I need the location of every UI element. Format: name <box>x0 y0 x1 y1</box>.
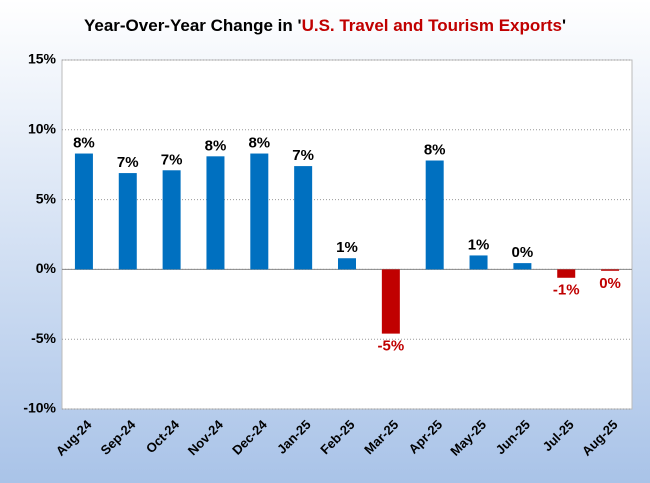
value-label: -5% <box>378 338 405 355</box>
value-label: 8% <box>73 135 95 152</box>
value-label: 7% <box>161 151 183 168</box>
title-part: Year-Over-Year Change in ' <box>84 16 302 35</box>
value-label: 8% <box>248 135 270 152</box>
bar <box>381 269 400 334</box>
y-tick-label: 5% <box>36 190 57 206</box>
plot-area <box>61 59 633 410</box>
value-label: 0% <box>512 244 534 261</box>
bar <box>557 269 576 278</box>
bar <box>601 269 620 271</box>
bar <box>162 170 181 270</box>
value-label: 8% <box>424 141 446 158</box>
y-tick-label: -10% <box>23 400 56 416</box>
bar <box>118 173 137 270</box>
value-label: 1% <box>468 236 490 253</box>
bar <box>425 160 444 270</box>
chart-title: Year-Over-Year Change in 'U.S. Travel an… <box>84 16 566 35</box>
bar <box>513 263 532 270</box>
y-tick-label: 15% <box>28 51 57 67</box>
bar <box>294 166 313 270</box>
value-label: 0% <box>599 275 621 292</box>
value-label: 1% <box>336 239 358 256</box>
value-label: 7% <box>117 154 139 171</box>
title-part: ' <box>562 16 566 35</box>
bar <box>206 156 225 270</box>
bar <box>74 153 93 270</box>
y-tick-label: 0% <box>36 260 57 276</box>
bar <box>469 255 488 270</box>
bar <box>250 153 269 270</box>
title-highlight: U.S. Travel and Tourism Exports <box>302 16 562 35</box>
value-label: 7% <box>292 147 314 164</box>
bar <box>338 258 356 270</box>
y-tick-label: -5% <box>31 330 56 346</box>
value-label: 8% <box>205 137 227 154</box>
y-tick-label: 10% <box>28 121 57 137</box>
value-label: -1% <box>553 282 580 299</box>
